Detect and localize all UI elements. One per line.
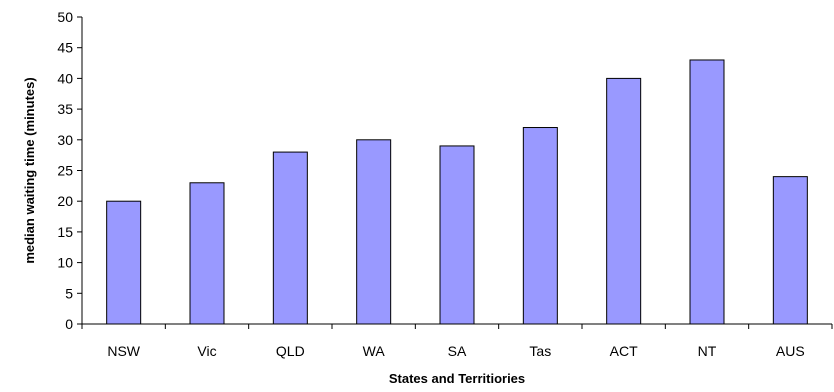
y-tick-label: 40 — [57, 70, 73, 86]
x-tick-label: QLD — [276, 343, 305, 359]
x-tick-label: NSW — [107, 343, 140, 359]
x-tick-label: ACT — [610, 343, 638, 359]
y-tick-label: 15 — [57, 224, 73, 240]
y-tick-label: 45 — [57, 40, 73, 56]
x-ticks: NSW Vic QLD WA SA Tas ACT NT AUS — [81, 324, 833, 359]
bar-qld — [272, 151, 308, 325]
bar-nsw — [106, 200, 142, 325]
y-tick-label: 30 — [57, 132, 73, 148]
x-tick-label: WA — [363, 343, 386, 359]
y-axis-title: median waiting time (minutes) — [22, 77, 37, 263]
x-tick-label: NT — [698, 343, 717, 359]
bar-vic — [189, 182, 225, 325]
y-tick-label: 35 — [57, 101, 73, 117]
y-tick-label: 10 — [57, 255, 73, 271]
x-axis-title: States and Territiories — [389, 371, 525, 386]
y-tick-label: 25 — [57, 163, 73, 179]
bar-aus — [772, 176, 808, 325]
bar-act — [606, 77, 642, 325]
bar-tas — [522, 127, 558, 325]
x-tick-label: AUS — [776, 343, 805, 359]
y-tick-label: 50 — [57, 9, 73, 25]
x-tick-label: Tas — [529, 343, 551, 359]
y-tick-label: 0 — [65, 316, 73, 332]
x-tick-label: SA — [448, 343, 467, 359]
bar-sa — [439, 145, 475, 325]
y-tick-label: 20 — [57, 193, 73, 209]
x-tick-label: Vic — [197, 343, 216, 359]
y-tick-label: 5 — [65, 285, 73, 301]
y-ticks: 0 5 10 15 20 25 30 35 40 45 50 — [57, 9, 82, 332]
bar-nt — [689, 59, 725, 325]
bars-layer — [106, 59, 808, 325]
bar-wa — [356, 139, 392, 325]
